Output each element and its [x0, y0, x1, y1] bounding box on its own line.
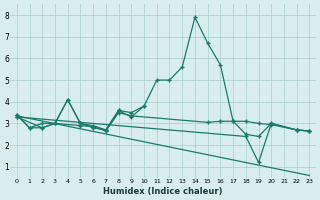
X-axis label: Humidex (Indice chaleur): Humidex (Indice chaleur): [103, 187, 223, 196]
